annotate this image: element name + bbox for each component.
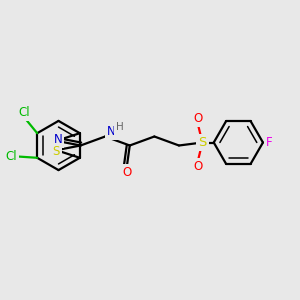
- Text: O: O: [122, 166, 131, 179]
- Text: N: N: [53, 133, 62, 146]
- Text: Cl: Cl: [18, 106, 29, 119]
- Text: O: O: [193, 160, 203, 173]
- Text: H: H: [116, 122, 124, 133]
- Text: F: F: [266, 136, 273, 149]
- Text: O: O: [193, 112, 203, 125]
- Text: S: S: [53, 145, 60, 158]
- Text: N: N: [107, 124, 116, 138]
- Text: Cl: Cl: [5, 150, 17, 163]
- Text: S: S: [198, 136, 206, 149]
